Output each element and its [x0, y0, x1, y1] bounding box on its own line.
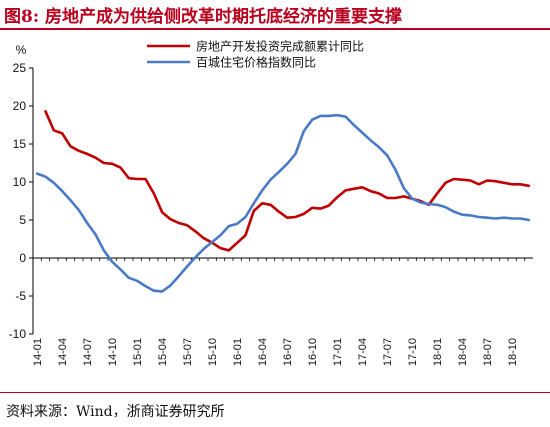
x-tick-label: 15-01 [132, 338, 144, 366]
legend-label-2: 百城住宅价格指数同比 [196, 55, 316, 70]
series-line-1 [44, 110, 531, 252]
chart-series [35, 110, 531, 293]
x-tick-label: 14-10 [107, 338, 119, 366]
x-tick-label: 15-07 [182, 338, 194, 366]
source-note: 资料来源：Wind，浙商证券研究所 [6, 404, 225, 420]
x-tick-label: 18-04 [457, 338, 469, 366]
x-tick-label: 17-01 [332, 338, 344, 366]
y-tick-label: -10 [9, 327, 27, 341]
x-tick-label: 18-01 [432, 338, 444, 366]
y-tick-label: 15 [13, 137, 27, 151]
y-tick-label: 10 [13, 175, 27, 189]
x-tick-label: 14-04 [57, 338, 69, 366]
x-tick-label: 16-01 [232, 338, 244, 366]
line-chart: % -10 -5 0 5 10 15 20 25 14-01 14-04 14-07 14-10 15-0… [9, 39, 533, 366]
y-tick-label: -5 [15, 289, 26, 303]
figure-title: 图8: 房地产成为供给侧改革时期托底经济的重要支撑 [4, 7, 403, 27]
y-axis-unit: % [16, 43, 27, 57]
x-tick-label: 17-04 [357, 338, 369, 366]
y-tick-label: 5 [19, 213, 26, 227]
bottom-rule [0, 392, 550, 393]
y-tick-label: 20 [13, 99, 27, 113]
x-tick-label: 14-01 [32, 338, 44, 366]
x-tick-label: 18-07 [482, 338, 494, 366]
x-tick-label: 17-10 [407, 338, 419, 366]
x-tick-label: 16-10 [307, 338, 319, 366]
title-rule [0, 28, 550, 30]
x-tick-label: 15-04 [157, 338, 169, 366]
series-line-2 [35, 113, 531, 293]
x-tick-label: 17-07 [382, 338, 394, 366]
legend-label-1: 房地产开发投资完成额累计同比 [196, 39, 364, 54]
y-tick-label: 0 [19, 251, 26, 265]
x-tick-label: 14-07 [82, 338, 94, 366]
x-tick-label: 18-10 [507, 338, 519, 366]
chart-axes: % -10 -5 0 5 10 15 20 25 14-01 14-04 14-07 14-10 15-0… [9, 43, 533, 366]
y-tick-label: 25 [13, 61, 27, 75]
x-tick-label: 15-10 [207, 338, 219, 366]
x-tick-label: 16-04 [257, 338, 269, 366]
x-tick-label: 16-07 [282, 338, 294, 366]
